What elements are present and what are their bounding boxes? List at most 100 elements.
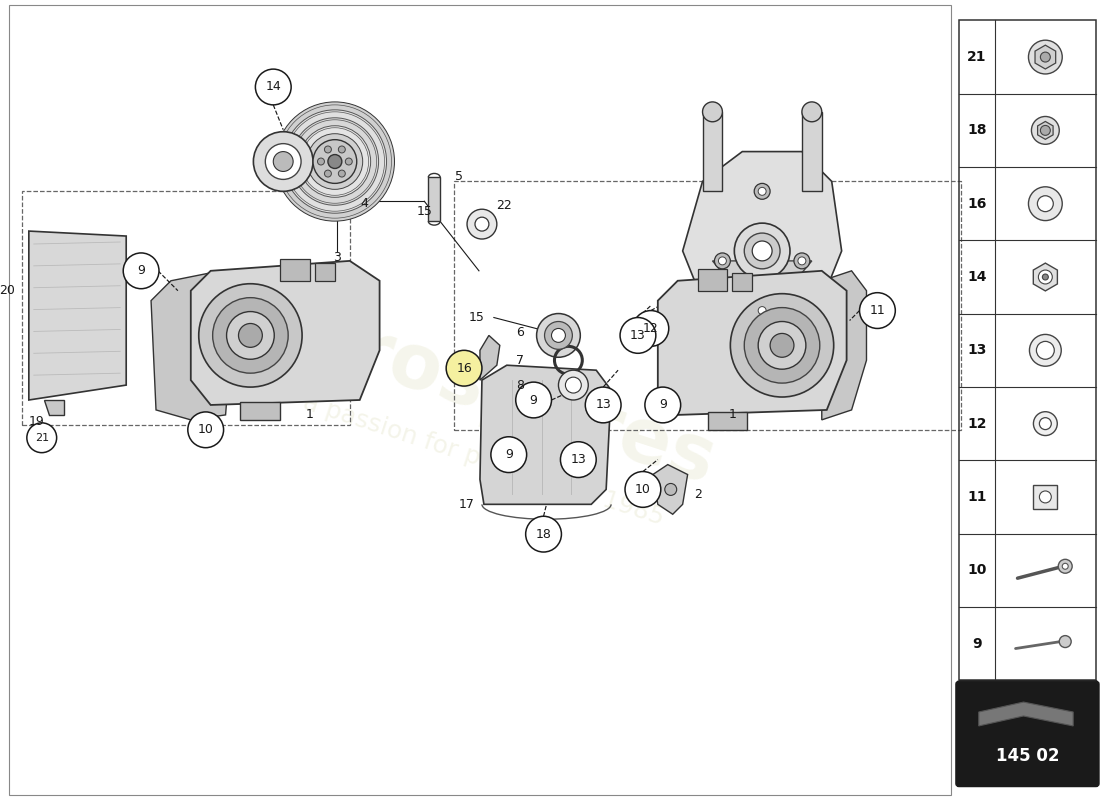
Polygon shape — [29, 231, 126, 400]
Text: a passion for parts since 1985: a passion for parts since 1985 — [300, 390, 668, 530]
Circle shape — [664, 483, 676, 495]
Circle shape — [526, 516, 561, 552]
Text: 13: 13 — [571, 453, 586, 466]
Text: 15: 15 — [469, 311, 485, 324]
Text: 10: 10 — [635, 483, 651, 496]
Text: 21: 21 — [35, 433, 48, 442]
Text: 13: 13 — [595, 398, 610, 411]
Bar — [22, 191, 350, 425]
Text: 12: 12 — [644, 322, 659, 335]
Circle shape — [283, 110, 386, 213]
Circle shape — [735, 223, 790, 278]
Circle shape — [1063, 563, 1068, 570]
Circle shape — [559, 370, 588, 400]
Text: 22: 22 — [496, 198, 512, 212]
Text: 5: 5 — [455, 170, 463, 183]
Circle shape — [1036, 342, 1054, 359]
Circle shape — [1040, 418, 1052, 430]
Polygon shape — [44, 400, 64, 415]
Circle shape — [565, 377, 581, 393]
Circle shape — [718, 257, 726, 265]
Polygon shape — [1033, 263, 1057, 291]
Polygon shape — [658, 271, 847, 415]
Circle shape — [1043, 274, 1048, 280]
Bar — [1033, 485, 1057, 509]
Polygon shape — [151, 271, 235, 420]
Circle shape — [703, 102, 723, 122]
Circle shape — [544, 322, 572, 350]
Circle shape — [859, 293, 895, 329]
Circle shape — [292, 118, 378, 206]
Bar — [280, 259, 310, 281]
Circle shape — [275, 102, 395, 221]
Text: 2: 2 — [694, 488, 702, 501]
Text: 18: 18 — [536, 528, 551, 541]
Bar — [315, 263, 334, 281]
Circle shape — [1059, 636, 1071, 647]
Circle shape — [516, 382, 551, 418]
Text: 12: 12 — [967, 417, 987, 430]
Text: 19: 19 — [29, 415, 45, 428]
Circle shape — [645, 387, 681, 423]
Text: 9: 9 — [530, 394, 538, 406]
Circle shape — [745, 233, 780, 269]
Circle shape — [1032, 117, 1059, 144]
Text: 11: 11 — [869, 304, 886, 317]
Polygon shape — [480, 335, 499, 380]
Circle shape — [491, 437, 527, 473]
Circle shape — [632, 310, 669, 346]
Circle shape — [752, 241, 772, 261]
Circle shape — [1041, 126, 1050, 135]
Circle shape — [1030, 334, 1062, 366]
Text: 16: 16 — [456, 362, 472, 374]
Circle shape — [299, 126, 371, 198]
Text: 10: 10 — [198, 423, 213, 436]
Circle shape — [620, 318, 656, 354]
Text: 18: 18 — [967, 123, 987, 138]
Text: 17: 17 — [459, 498, 475, 511]
Text: 145 02: 145 02 — [996, 746, 1059, 765]
Polygon shape — [713, 261, 812, 321]
Circle shape — [585, 387, 622, 423]
Circle shape — [273, 151, 293, 171]
Polygon shape — [683, 151, 842, 340]
Circle shape — [253, 132, 313, 191]
Circle shape — [307, 134, 363, 190]
Polygon shape — [979, 702, 1074, 726]
Circle shape — [715, 253, 730, 269]
Circle shape — [328, 154, 342, 169]
Circle shape — [745, 307, 820, 383]
Circle shape — [798, 257, 806, 265]
Circle shape — [1037, 196, 1054, 212]
Polygon shape — [1035, 45, 1056, 69]
Polygon shape — [822, 271, 867, 420]
Circle shape — [758, 322, 806, 369]
Circle shape — [755, 302, 770, 318]
Circle shape — [199, 284, 302, 387]
Text: 1: 1 — [728, 409, 736, 422]
Text: 21: 21 — [967, 50, 987, 64]
Circle shape — [730, 294, 834, 397]
Circle shape — [265, 144, 301, 179]
Circle shape — [318, 158, 324, 165]
Bar — [428, 178, 440, 221]
Text: 1: 1 — [306, 409, 313, 422]
Circle shape — [324, 170, 331, 177]
Circle shape — [324, 146, 331, 153]
Text: 16: 16 — [967, 197, 987, 210]
Polygon shape — [1037, 122, 1053, 139]
Text: 9: 9 — [138, 264, 145, 278]
Circle shape — [1028, 40, 1063, 74]
Circle shape — [1038, 270, 1053, 284]
Circle shape — [475, 217, 488, 231]
Text: 3: 3 — [333, 251, 341, 265]
Circle shape — [1040, 491, 1052, 503]
Text: 13: 13 — [967, 343, 987, 358]
Circle shape — [625, 471, 661, 507]
Text: 4: 4 — [361, 197, 368, 210]
Text: 13: 13 — [630, 329, 646, 342]
Circle shape — [123, 253, 160, 289]
Circle shape — [1033, 412, 1057, 435]
Bar — [959, 21, 1096, 680]
Circle shape — [339, 170, 345, 177]
